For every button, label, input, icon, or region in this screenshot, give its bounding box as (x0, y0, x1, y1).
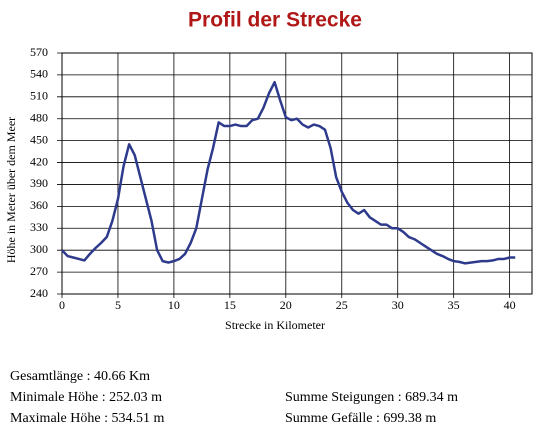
y-tick-label: 270 (30, 264, 48, 278)
chart-title: Profil der Strecke (188, 9, 362, 32)
y-tick-label: 300 (30, 242, 48, 256)
x-tick-label: 35 (448, 298, 460, 312)
y-tick-label: 540 (30, 67, 48, 81)
x-tick-label: 20 (280, 298, 292, 312)
x-tick-label: 5 (115, 298, 121, 312)
x-tick-label: 15 (224, 298, 236, 312)
y-axis-label: Höhe in Meter über dem Meer (4, 117, 18, 263)
x-tick-label: 40 (504, 298, 516, 312)
y-tick-label: 240 (30, 286, 48, 300)
y-tick-label: 480 (30, 110, 48, 124)
stat: Summe Steigungen : 689.34 m (285, 390, 458, 405)
y-tick-label: 420 (30, 154, 48, 168)
y-tick-label: 390 (30, 176, 48, 190)
y-tick-label: 510 (30, 89, 48, 103)
stat: Maximale Höhe : 534.51 m (10, 411, 164, 426)
y-tick-label: 450 (30, 132, 48, 146)
y-tick-label: 330 (30, 220, 48, 234)
stat: Gesamtlänge : 40.66 Km (10, 369, 150, 384)
y-tick-label: 360 (30, 198, 48, 212)
stat: Summe Gefälle : 699.38 m (285, 411, 436, 426)
x-axis-label: Strecke in Kilometer (225, 318, 325, 332)
plot-frame (61, 52, 533, 295)
x-tick-label: 10 (168, 298, 180, 312)
stat: Minimale Höhe : 252.03 m (10, 390, 162, 405)
x-tick-label: 25 (336, 298, 348, 312)
x-tick-label: 0 (59, 298, 65, 312)
x-tick-label: 30 (392, 298, 404, 312)
y-tick-label: 570 (30, 45, 48, 59)
elevation-line (61, 80, 516, 265)
